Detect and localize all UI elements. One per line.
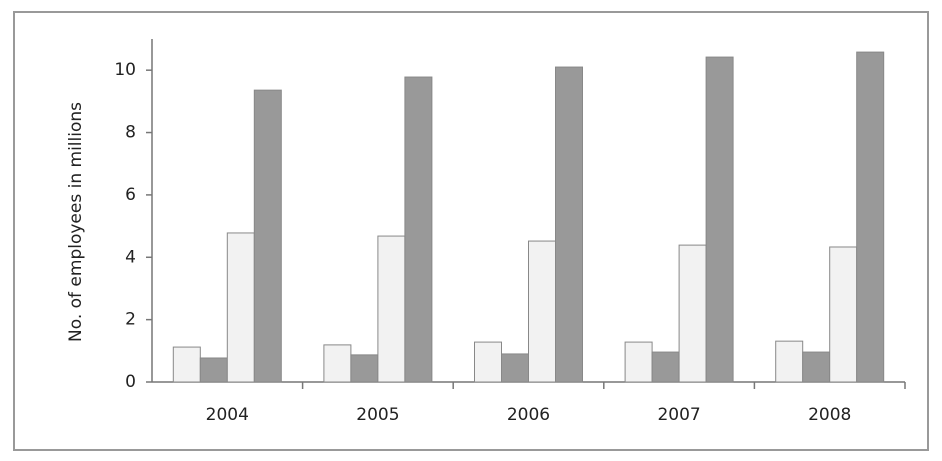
bar bbox=[404, 76, 433, 383]
bar bbox=[253, 89, 282, 383]
chart-frame bbox=[13, 11, 929, 451]
x-tick-label: 2006 bbox=[507, 405, 550, 425]
bar bbox=[350, 354, 379, 383]
bar bbox=[829, 246, 858, 383]
y-tick-label: 10 bbox=[114, 60, 136, 80]
bar bbox=[501, 353, 529, 383]
bar bbox=[172, 346, 201, 383]
y-tick-label: 4 bbox=[125, 247, 136, 267]
y-tick-label: 0 bbox=[125, 372, 136, 392]
y-tick-label: 2 bbox=[125, 310, 136, 330]
bar bbox=[226, 232, 255, 383]
y-tick-label: 8 bbox=[125, 123, 136, 143]
y-axis-label: No. of employees in millions bbox=[66, 102, 86, 342]
bar bbox=[856, 51, 885, 383]
bar bbox=[651, 351, 680, 383]
x-tick-label: 2008 bbox=[808, 405, 851, 425]
bar bbox=[678, 244, 707, 383]
x-tick-label: 2004 bbox=[206, 405, 249, 425]
x-tick-label: 2005 bbox=[356, 405, 399, 425]
bar bbox=[555, 66, 583, 383]
bar bbox=[199, 357, 228, 383]
y-tick-label: 6 bbox=[125, 185, 136, 205]
bar bbox=[528, 240, 556, 383]
x-tick-label: 2007 bbox=[657, 405, 700, 425]
bar bbox=[802, 351, 831, 383]
bar bbox=[323, 344, 352, 383]
bar bbox=[377, 235, 406, 383]
bar bbox=[775, 340, 804, 383]
bar bbox=[624, 341, 653, 383]
bar bbox=[705, 56, 734, 383]
bar bbox=[474, 341, 502, 383]
